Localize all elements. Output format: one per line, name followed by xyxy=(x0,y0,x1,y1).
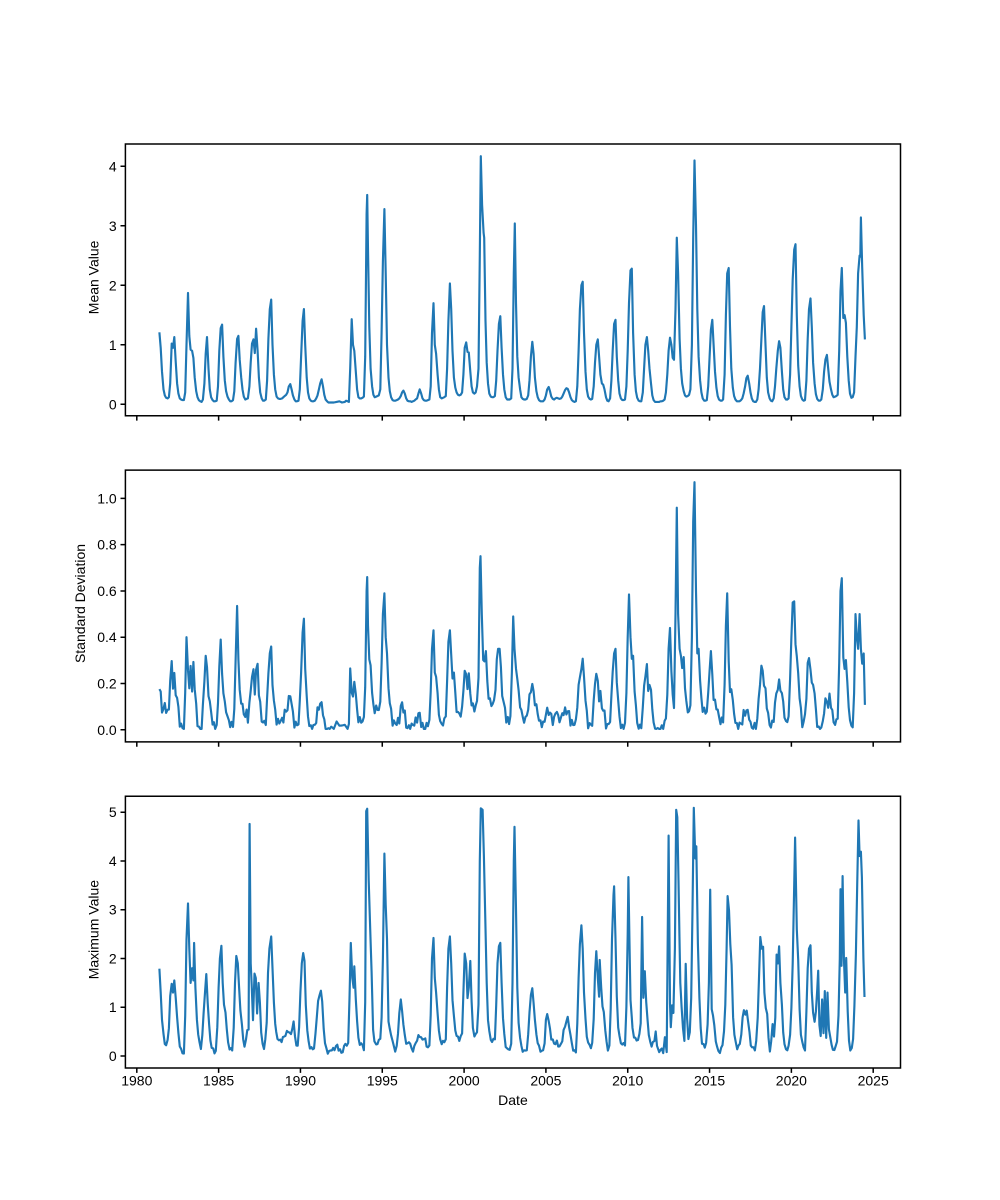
svg-text:Date: Date xyxy=(498,1092,528,1108)
svg-text:4: 4 xyxy=(109,853,117,869)
svg-text:0: 0 xyxy=(109,1048,117,1064)
svg-text:0.4: 0.4 xyxy=(97,629,117,645)
svg-text:Mean Value: Mean Value xyxy=(86,240,102,314)
svg-text:1.0: 1.0 xyxy=(97,490,117,506)
svg-text:0.8: 0.8 xyxy=(97,537,117,553)
svg-text:2: 2 xyxy=(109,950,117,966)
svg-text:5: 5 xyxy=(109,804,117,820)
svg-text:2000: 2000 xyxy=(449,1073,480,1089)
svg-text:3: 3 xyxy=(109,902,117,918)
svg-text:1985: 1985 xyxy=(203,1073,234,1089)
svg-text:2015: 2015 xyxy=(694,1073,725,1089)
svg-text:Maximum Value: Maximum Value xyxy=(86,880,102,980)
svg-text:Standard Deviation: Standard Deviation xyxy=(72,544,88,663)
svg-text:0.6: 0.6 xyxy=(97,583,117,599)
svg-text:2010: 2010 xyxy=(612,1073,643,1089)
svg-text:2005: 2005 xyxy=(530,1073,561,1089)
svg-text:2025: 2025 xyxy=(858,1073,889,1089)
svg-text:0.2: 0.2 xyxy=(97,676,117,692)
svg-text:2020: 2020 xyxy=(776,1073,807,1089)
svg-text:4: 4 xyxy=(109,158,117,174)
svg-text:1: 1 xyxy=(109,999,117,1015)
svg-text:1: 1 xyxy=(109,337,117,353)
svg-text:0: 0 xyxy=(109,396,117,412)
svg-text:2: 2 xyxy=(109,277,117,293)
svg-text:0.0: 0.0 xyxy=(97,722,117,738)
svg-text:3: 3 xyxy=(109,218,117,234)
svg-text:1995: 1995 xyxy=(367,1073,398,1089)
svg-text:1990: 1990 xyxy=(285,1073,316,1089)
svg-text:1980: 1980 xyxy=(121,1073,152,1089)
